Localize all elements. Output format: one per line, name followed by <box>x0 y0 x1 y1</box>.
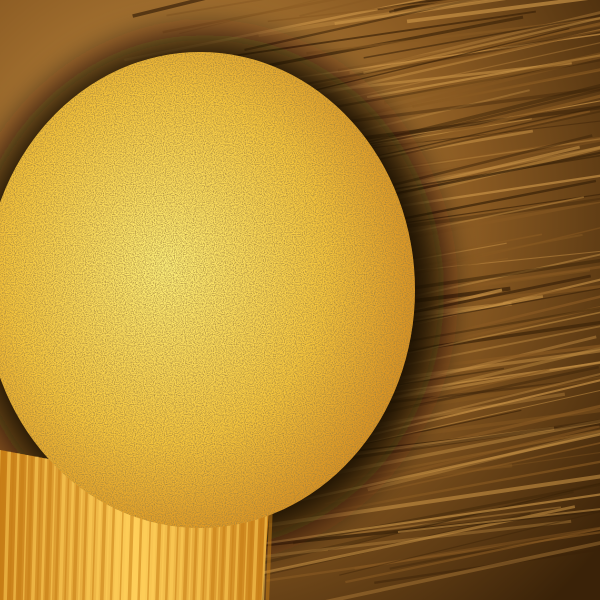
background-streak <box>267 0 461 23</box>
base-stripe <box>72 464 80 600</box>
base-stripe <box>0 450 6 600</box>
base-stripe <box>44 459 53 600</box>
background-streak <box>354 70 600 118</box>
background-streak <box>354 526 600 570</box>
background-streak <box>258 0 489 38</box>
background-streak <box>359 120 600 150</box>
background-streak <box>363 16 600 74</box>
background-streak <box>345 527 600 584</box>
background-streak <box>339 511 600 576</box>
background-streak <box>397 508 600 533</box>
base-stripe <box>58 461 67 600</box>
background-streak <box>368 84 600 145</box>
background-streak <box>387 94 600 151</box>
base-stripe <box>17 454 25 600</box>
base-stripe <box>13 453 20 600</box>
background-streak <box>265 531 600 582</box>
base-stripe <box>22 454 29 600</box>
background-streak <box>327 482 600 551</box>
background-streak <box>367 430 600 492</box>
bulb-base <box>0 450 274 600</box>
background-streak <box>412 68 600 108</box>
base-stripe <box>36 457 43 600</box>
base-stripe <box>68 463 75 600</box>
background-streak <box>166 0 265 17</box>
base-stripe <box>54 460 62 600</box>
base-stripe <box>50 459 56 600</box>
background-streak <box>363 14 600 59</box>
background-streak <box>383 52 600 105</box>
base-stripe <box>3 451 11 600</box>
base-stripe <box>40 458 48 600</box>
background-streak <box>307 30 600 85</box>
background-streak <box>366 54 600 99</box>
background-streak <box>419 344 600 370</box>
base-stripe <box>26 455 34 600</box>
base-stripe <box>64 462 70 600</box>
background-streak <box>325 541 600 600</box>
background-streak <box>389 526 600 570</box>
background-streak <box>306 17 600 55</box>
background-streak <box>374 548 600 584</box>
base-stripe <box>9 452 15 600</box>
background-streak <box>364 29 600 82</box>
background-streak <box>334 0 507 26</box>
base-stripe <box>265 498 274 600</box>
bulb-texture <box>0 52 415 528</box>
base-stripe <box>31 456 39 600</box>
background-streak <box>406 0 589 24</box>
